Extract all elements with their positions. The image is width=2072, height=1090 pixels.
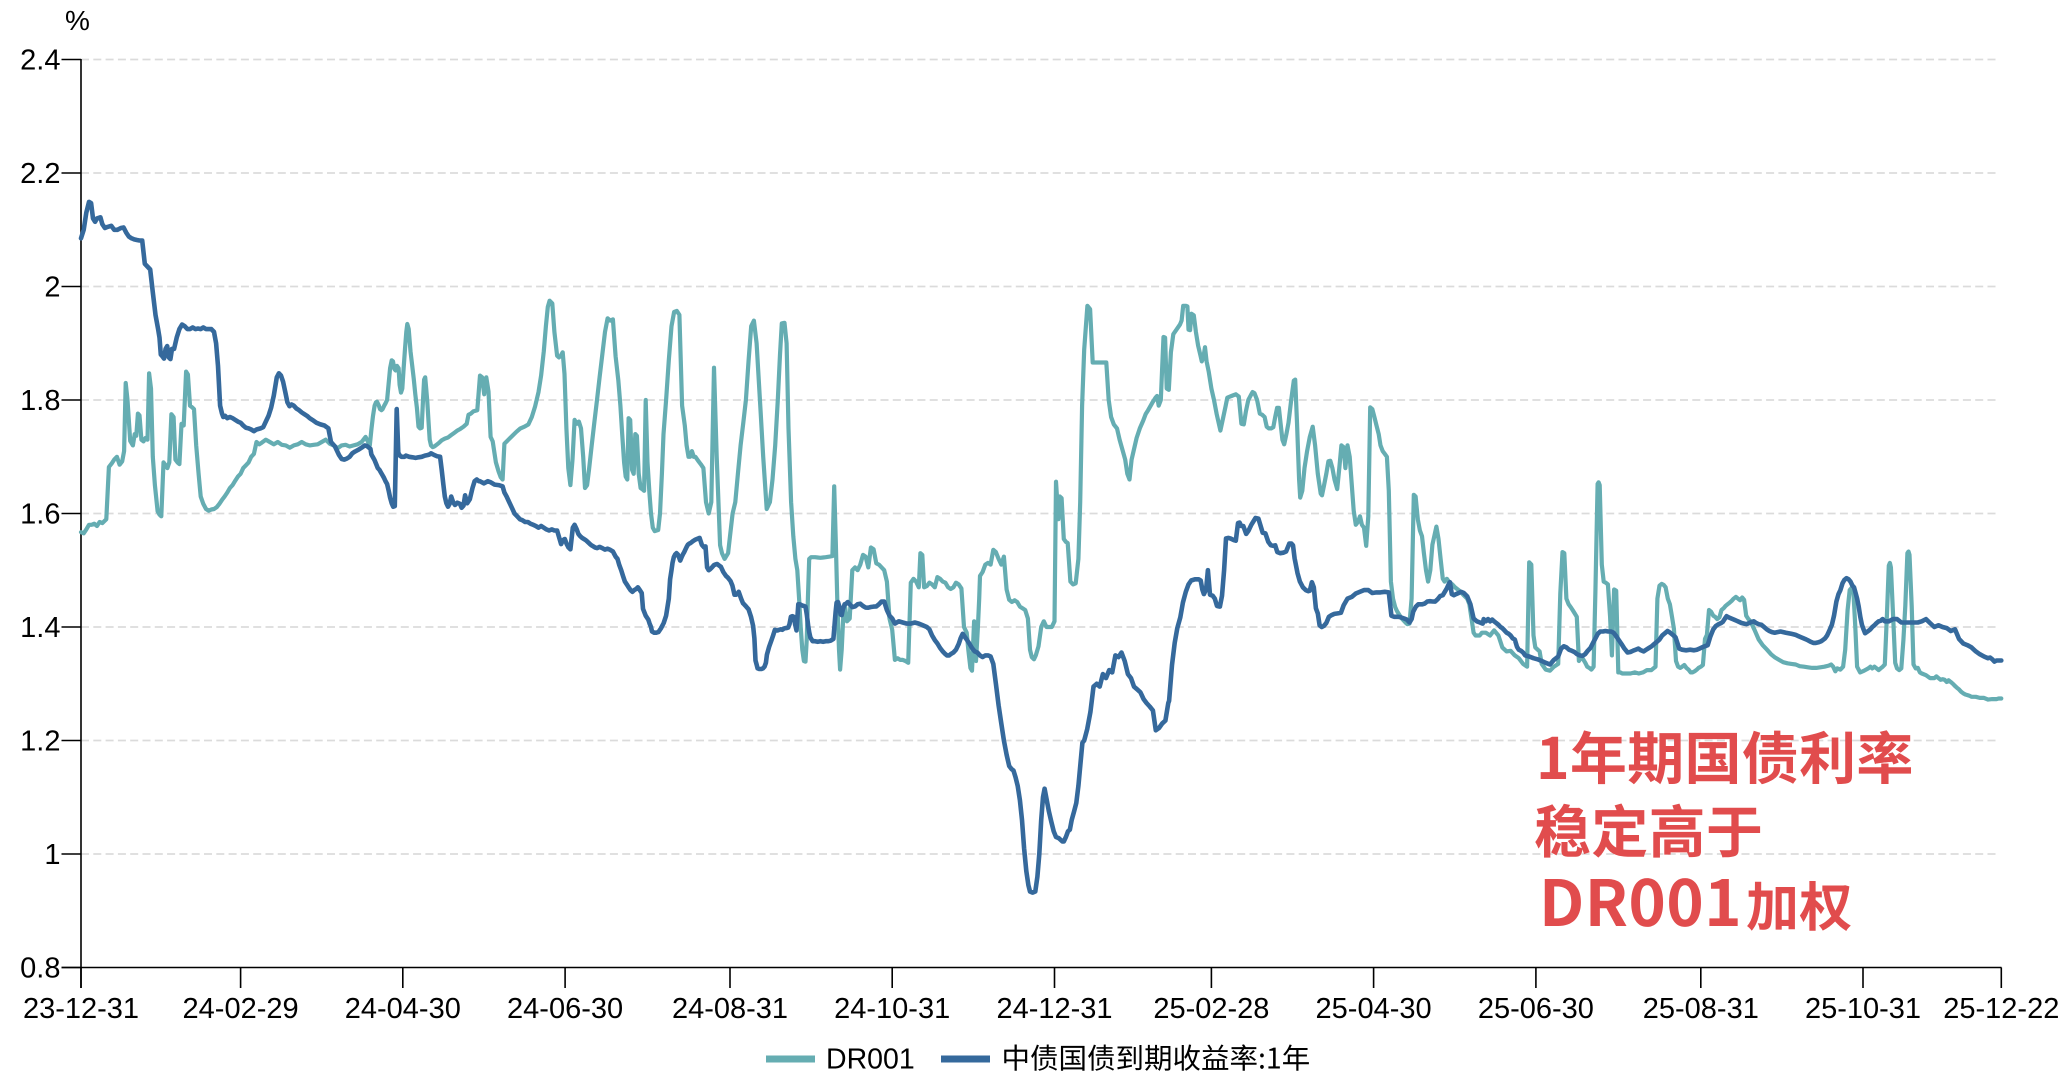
svg-text:0.8: 0.8 <box>20 953 60 985</box>
svg-text:24-02-29: 24-02-29 <box>183 993 299 1025</box>
svg-text:25-12-22: 25-12-22 <box>1943 993 2059 1025</box>
svg-text:25-08-31: 25-08-31 <box>1643 993 1759 1025</box>
svg-text:2.4: 2.4 <box>20 45 60 77</box>
svg-text:%: % <box>65 5 90 36</box>
svg-text:25-06-30: 25-06-30 <box>1478 993 1594 1025</box>
svg-text:24-04-30: 24-04-30 <box>345 993 461 1025</box>
svg-text:23-12-31: 23-12-31 <box>23 993 139 1025</box>
svg-text:1.2: 1.2 <box>20 726 60 758</box>
svg-text:2: 2 <box>44 272 60 304</box>
svg-text:24-06-30: 24-06-30 <box>507 993 623 1025</box>
svg-text:24-12-31: 24-12-31 <box>996 993 1112 1025</box>
svg-text:1.8: 1.8 <box>20 385 60 417</box>
svg-text:2.2: 2.2 <box>20 158 60 190</box>
svg-text:1: 1 <box>44 839 60 871</box>
svg-text:1.4: 1.4 <box>20 612 60 644</box>
svg-text:1.6: 1.6 <box>20 499 60 531</box>
svg-text:25-04-30: 25-04-30 <box>1316 993 1432 1025</box>
svg-text:24-08-31: 24-08-31 <box>672 993 788 1025</box>
svg-text:25-02-28: 25-02-28 <box>1153 993 1269 1025</box>
svg-text:25-10-31: 25-10-31 <box>1805 993 1921 1025</box>
svg-text:DR001: DR001 <box>826 1044 915 1076</box>
svg-text:24-10-31: 24-10-31 <box>834 993 950 1025</box>
